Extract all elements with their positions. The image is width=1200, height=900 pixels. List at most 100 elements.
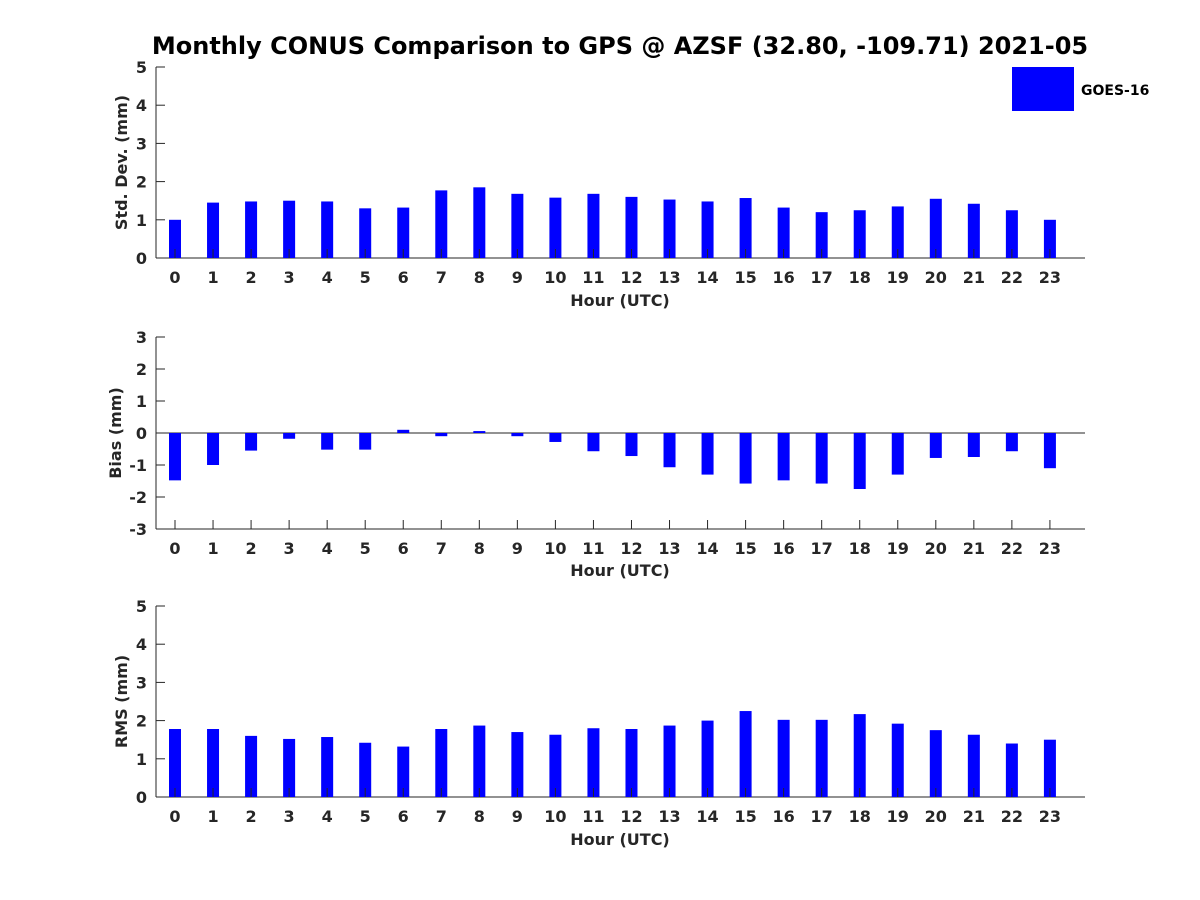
std-dev-bar bbox=[321, 201, 334, 258]
std-dev-x-tick-label: 10 bbox=[544, 268, 566, 287]
std-dev-bar bbox=[625, 196, 638, 258]
std-dev-x-tick-label: 7 bbox=[436, 268, 447, 287]
rms-bar bbox=[1005, 743, 1018, 797]
bias-bar bbox=[511, 433, 524, 437]
bias-bar bbox=[1043, 433, 1056, 469]
bias-bar bbox=[397, 429, 410, 433]
bias-bar bbox=[967, 433, 980, 457]
std-dev-bar bbox=[853, 210, 866, 258]
bias-y-tick-label: -1 bbox=[129, 456, 147, 475]
std-dev-bar bbox=[169, 219, 181, 258]
rms-y-tick-label: 0 bbox=[136, 788, 147, 807]
bias-bar bbox=[777, 433, 790, 481]
bias-bar bbox=[549, 433, 562, 442]
std-dev-bar bbox=[207, 202, 220, 258]
std-dev-bar bbox=[967, 203, 980, 258]
bias-bar bbox=[587, 433, 600, 452]
bias-bar bbox=[815, 433, 828, 484]
rms-x-tick-label: 5 bbox=[360, 807, 371, 826]
std-dev-y-tick-label: 5 bbox=[136, 58, 147, 77]
bias-x-tick-label: 10 bbox=[544, 539, 566, 558]
rms-x-tick-label: 19 bbox=[887, 807, 909, 826]
std-dev-x-tick-label: 15 bbox=[734, 268, 756, 287]
rms-x-tick-label: 2 bbox=[246, 807, 257, 826]
bias-x-tick-label: 12 bbox=[620, 539, 642, 558]
std-dev-x-axis-label: Hour (UTC) bbox=[570, 291, 670, 310]
rms-x-tick-label: 12 bbox=[620, 807, 642, 826]
std-dev-x-tick-label: 18 bbox=[849, 268, 871, 287]
std-dev-bar bbox=[739, 198, 752, 258]
rms-y-axis-label: RMS (mm) bbox=[112, 655, 131, 748]
bias-bar bbox=[169, 433, 181, 481]
std-dev-bar bbox=[891, 206, 904, 258]
bias-x-tick-label: 21 bbox=[963, 539, 985, 558]
rms-bar bbox=[359, 742, 372, 797]
std-dev-x-tick-label: 9 bbox=[512, 268, 523, 287]
rms-bar bbox=[891, 723, 904, 797]
rms-bar bbox=[701, 720, 714, 797]
rms-x-tick-label: 18 bbox=[849, 807, 871, 826]
std-dev-bar bbox=[359, 208, 372, 258]
rms-y-tick-label: 3 bbox=[136, 673, 147, 692]
std-dev-bar bbox=[777, 207, 790, 258]
rms-x-tick-label: 0 bbox=[169, 807, 180, 826]
std-dev-x-tick-label: 23 bbox=[1039, 268, 1061, 287]
std-dev-bar bbox=[1043, 219, 1056, 258]
std-dev-x-tick-label: 21 bbox=[963, 268, 985, 287]
rms-bar bbox=[169, 729, 181, 797]
bias-bar bbox=[283, 433, 296, 439]
rms-bar bbox=[587, 728, 600, 797]
std-dev-bar bbox=[397, 207, 410, 258]
bias-x-tick-label: 14 bbox=[696, 539, 718, 558]
bias-x-tick-label: 19 bbox=[887, 539, 909, 558]
bias-x-tick-label: 11 bbox=[582, 539, 604, 558]
std-dev-bar bbox=[435, 190, 448, 258]
bias-x-tick-label: 22 bbox=[1001, 539, 1023, 558]
rms-x-tick-label: 10 bbox=[544, 807, 566, 826]
std-dev-bar bbox=[473, 187, 486, 258]
std-dev-x-tick-label: 12 bbox=[620, 268, 642, 287]
bias-bar bbox=[359, 433, 372, 450]
bias-bar bbox=[435, 433, 448, 437]
std-dev-x-tick-label: 22 bbox=[1001, 268, 1023, 287]
rms-x-tick-label: 20 bbox=[925, 807, 947, 826]
legend-swatch-goes-16 bbox=[1012, 67, 1074, 111]
std-dev-x-tick-label: 11 bbox=[582, 268, 604, 287]
rms-bar bbox=[1043, 739, 1056, 797]
bias-x-tick-label: 0 bbox=[169, 539, 180, 558]
std-dev-x-tick-label: 4 bbox=[322, 268, 333, 287]
std-dev-x-tick-label: 14 bbox=[696, 268, 718, 287]
std-dev-x-tick-label: 2 bbox=[246, 268, 257, 287]
rms-x-tick-label: 1 bbox=[207, 807, 218, 826]
std-dev-x-tick-label: 3 bbox=[284, 268, 295, 287]
rms-y-tick-label: 2 bbox=[136, 712, 147, 731]
rms-bar bbox=[549, 734, 562, 797]
bias-x-tick-label: 15 bbox=[734, 539, 756, 558]
rms-y-tick-label: 4 bbox=[136, 635, 147, 654]
std-dev-bar bbox=[549, 197, 562, 258]
bias-x-tick-label: 4 bbox=[322, 539, 333, 558]
bias-x-tick-label: 23 bbox=[1039, 539, 1061, 558]
bias-y-tick-label: -2 bbox=[129, 488, 147, 507]
rms-bar bbox=[663, 725, 676, 797]
std-dev-x-tick-label: 6 bbox=[398, 268, 409, 287]
bias-x-tick-label: 1 bbox=[207, 539, 218, 558]
bias-y-tick-label: 2 bbox=[136, 360, 147, 379]
std-dev-x-tick-label: 1 bbox=[207, 268, 218, 287]
bias-bar bbox=[853, 433, 866, 489]
std-dev-x-tick-label: 17 bbox=[811, 268, 833, 287]
std-dev-bar bbox=[929, 198, 942, 258]
bias-bar bbox=[891, 433, 904, 475]
std-dev-bar bbox=[663, 199, 676, 258]
std-dev-y-tick-label: 2 bbox=[136, 173, 147, 192]
bias-x-axis-label: Hour (UTC) bbox=[570, 561, 670, 580]
std-dev-bar bbox=[245, 201, 258, 258]
rms-x-tick-label: 8 bbox=[474, 807, 485, 826]
bias-y-tick-label: 0 bbox=[136, 424, 147, 443]
std-dev-x-tick-label: 8 bbox=[474, 268, 485, 287]
bias-bar bbox=[473, 431, 486, 433]
bias-y-tick-label: 1 bbox=[136, 392, 147, 411]
rms-x-tick-label: 15 bbox=[734, 807, 756, 826]
bias-bar bbox=[929, 433, 942, 458]
